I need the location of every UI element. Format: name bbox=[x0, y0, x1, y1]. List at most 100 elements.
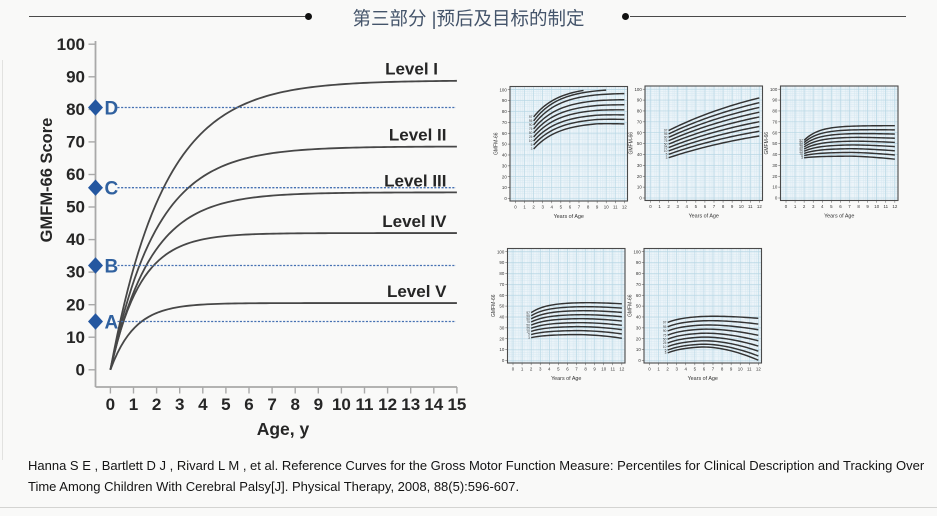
svg-text:4: 4 bbox=[548, 367, 551, 372]
svg-text:Age, y: Age, y bbox=[257, 419, 310, 439]
svg-text:10: 10 bbox=[799, 152, 803, 156]
svg-text:GMFM-66: GMFM-66 bbox=[491, 294, 497, 317]
svg-text:90: 90 bbox=[526, 317, 530, 321]
svg-text:2: 2 bbox=[532, 205, 535, 210]
svg-text:10: 10 bbox=[499, 347, 504, 352]
svg-text:70: 70 bbox=[499, 282, 504, 287]
svg-text:80: 80 bbox=[502, 109, 507, 114]
svg-text:97: 97 bbox=[529, 115, 533, 119]
svg-text:3: 3 bbox=[801, 156, 803, 160]
svg-text:11: 11 bbox=[747, 367, 752, 372]
svg-text:50: 50 bbox=[636, 304, 641, 309]
svg-text:70: 70 bbox=[636, 282, 641, 287]
svg-text:25: 25 bbox=[529, 135, 533, 139]
svg-text:10: 10 bbox=[636, 347, 641, 352]
svg-text:100: 100 bbox=[770, 87, 778, 92]
svg-text:8: 8 bbox=[587, 205, 590, 210]
svg-text:10: 10 bbox=[772, 185, 777, 190]
svg-text:0: 0 bbox=[639, 196, 642, 201]
svg-text:A: A bbox=[105, 312, 119, 333]
svg-text:1: 1 bbox=[657, 367, 660, 372]
svg-text:GMFM-66 Score: GMFM-66 Score bbox=[38, 118, 56, 243]
svg-text:40: 40 bbox=[636, 315, 641, 320]
svg-text:1: 1 bbox=[129, 395, 138, 414]
svg-text:50: 50 bbox=[664, 142, 668, 146]
svg-text:4: 4 bbox=[198, 395, 208, 414]
svg-text:20: 20 bbox=[502, 174, 507, 179]
svg-text:5: 5 bbox=[531, 143, 533, 147]
svg-text:90: 90 bbox=[772, 98, 777, 103]
svg-text:90: 90 bbox=[502, 98, 507, 103]
svg-text:Level III: Level III bbox=[384, 171, 446, 190]
svg-text:10: 10 bbox=[664, 149, 668, 153]
svg-text:0: 0 bbox=[106, 395, 115, 414]
svg-text:GMFM-66: GMFM-66 bbox=[629, 132, 635, 155]
svg-text:Years of Age: Years of Age bbox=[688, 376, 718, 382]
svg-text:9: 9 bbox=[596, 205, 599, 210]
svg-text:6: 6 bbox=[704, 204, 707, 209]
svg-text:12: 12 bbox=[622, 205, 627, 210]
svg-text:5: 5 bbox=[801, 154, 803, 158]
svg-text:Level V: Level V bbox=[387, 282, 447, 301]
svg-text:60: 60 bbox=[66, 165, 85, 184]
svg-text:0: 0 bbox=[648, 367, 651, 372]
svg-text:9: 9 bbox=[866, 204, 869, 209]
svg-text:60: 60 bbox=[502, 131, 507, 136]
svg-text:100: 100 bbox=[634, 87, 642, 92]
svg-text:80: 80 bbox=[636, 271, 641, 276]
svg-text:70: 70 bbox=[502, 120, 507, 125]
svg-text:50: 50 bbox=[529, 131, 533, 135]
svg-text:60: 60 bbox=[637, 130, 642, 135]
svg-text:90: 90 bbox=[664, 136, 668, 140]
svg-text:10: 10 bbox=[874, 204, 879, 209]
svg-text:90: 90 bbox=[663, 329, 667, 333]
svg-text:0: 0 bbox=[504, 196, 507, 201]
svg-text:7: 7 bbox=[267, 395, 276, 414]
svg-text:20: 20 bbox=[66, 295, 85, 314]
svg-text:50: 50 bbox=[772, 141, 777, 146]
svg-text:0: 0 bbox=[502, 358, 505, 363]
svg-text:80: 80 bbox=[772, 109, 777, 114]
svg-text:40: 40 bbox=[637, 152, 642, 157]
svg-text:0: 0 bbox=[649, 204, 652, 209]
svg-text:3: 3 bbox=[175, 395, 184, 414]
svg-text:2: 2 bbox=[530, 367, 533, 372]
svg-text:6: 6 bbox=[839, 204, 842, 209]
svg-text:90: 90 bbox=[637, 98, 642, 103]
svg-text:97: 97 bbox=[799, 139, 803, 143]
svg-text:D: D bbox=[105, 98, 119, 119]
svg-text:7: 7 bbox=[848, 204, 851, 209]
svg-text:75: 75 bbox=[799, 145, 803, 149]
svg-text:11: 11 bbox=[610, 367, 615, 372]
svg-text:12: 12 bbox=[756, 367, 761, 372]
svg-text:2: 2 bbox=[666, 367, 669, 372]
svg-text:70: 70 bbox=[772, 119, 777, 124]
svg-text:B: B bbox=[105, 256, 119, 277]
svg-text:13: 13 bbox=[401, 395, 420, 414]
svg-text:10: 10 bbox=[663, 345, 667, 349]
svg-text:50: 50 bbox=[663, 337, 667, 341]
svg-text:3: 3 bbox=[666, 156, 668, 160]
svg-text:90: 90 bbox=[529, 123, 533, 127]
svg-text:15: 15 bbox=[447, 395, 466, 414]
svg-text:90: 90 bbox=[499, 260, 504, 265]
svg-text:97: 97 bbox=[526, 311, 530, 315]
svg-text:75: 75 bbox=[526, 320, 530, 324]
svg-text:20: 20 bbox=[772, 174, 777, 179]
svg-text:3: 3 bbox=[531, 147, 533, 151]
svg-text:10: 10 bbox=[66, 328, 85, 347]
svg-text:3: 3 bbox=[812, 204, 815, 209]
svg-text:2: 2 bbox=[152, 395, 161, 414]
svg-text:20: 20 bbox=[499, 336, 504, 341]
svg-text:90: 90 bbox=[66, 67, 85, 86]
svg-text:11: 11 bbox=[356, 395, 374, 414]
svg-text:20: 20 bbox=[636, 336, 641, 341]
svg-text:90: 90 bbox=[636, 260, 641, 265]
svg-text:7: 7 bbox=[712, 367, 715, 372]
svg-text:9: 9 bbox=[730, 367, 733, 372]
svg-text:C: C bbox=[105, 179, 119, 200]
svg-text:10: 10 bbox=[526, 330, 530, 334]
svg-text:95: 95 bbox=[799, 141, 803, 145]
svg-text:9: 9 bbox=[593, 367, 596, 372]
svg-text:GMFM-66: GMFM-66 bbox=[764, 132, 770, 155]
